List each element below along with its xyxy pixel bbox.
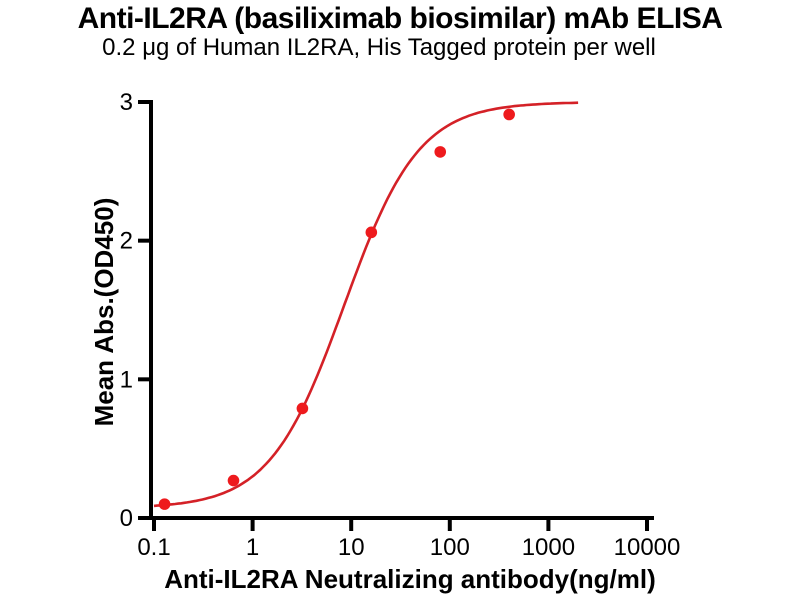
- y-tick-label: 2: [120, 228, 133, 255]
- y-tick-label: 3: [120, 89, 133, 116]
- x-tick-label: 10: [338, 534, 365, 561]
- y-tick-label: 0: [120, 505, 133, 532]
- data-point: [365, 226, 378, 239]
- chart-subtitle: 0.2 μg of Human IL2RA, His Tagged protei…: [102, 34, 656, 61]
- x-tick-label: 1000: [522, 534, 575, 561]
- chart-title: Anti-IL2RA (basiliximab biosimilar) mAb …: [77, 2, 723, 35]
- x-tick-label: 10000: [614, 534, 681, 561]
- data-point: [158, 498, 171, 510]
- x-tick-label: 100: [430, 534, 470, 561]
- data-point: [296, 402, 309, 415]
- x-tick-label: 0.1: [137, 534, 170, 561]
- data-point: [434, 146, 447, 158]
- data-point: [227, 474, 240, 487]
- data-point: [503, 108, 515, 121]
- fit-curve: [153, 101, 579, 508]
- y-axis-label: Mean Abs.(OD450): [89, 197, 119, 427]
- x-tick-label: 1: [246, 534, 259, 561]
- x-axis-label: Anti-IL2RA Neutralizing antibody(ng/ml): [164, 564, 656, 594]
- y-tick-label: 1: [120, 366, 133, 393]
